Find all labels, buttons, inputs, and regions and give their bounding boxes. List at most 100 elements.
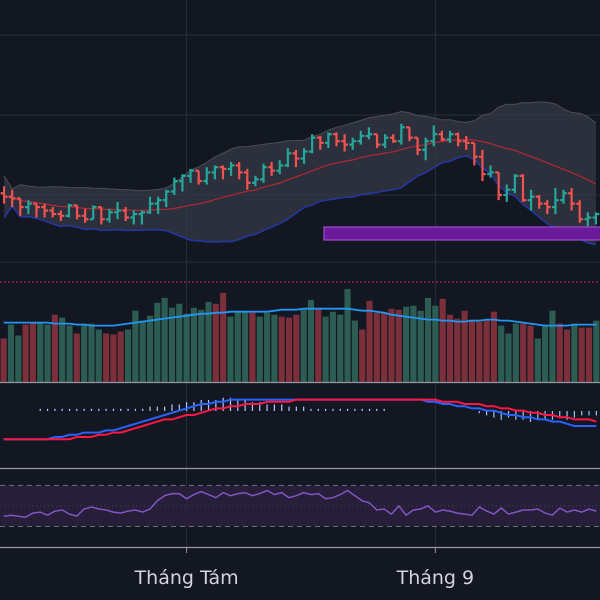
volume-bar xyxy=(373,312,380,382)
ohlc-bar xyxy=(316,135,324,150)
volume-bar xyxy=(271,314,278,382)
ohlc-bar xyxy=(487,165,494,178)
volume-bar xyxy=(395,309,402,382)
volume-bar xyxy=(190,307,197,382)
volume-bar xyxy=(527,325,534,382)
macd-histogram-bar xyxy=(383,408,385,411)
volume-bar xyxy=(66,325,73,382)
ohlc-bar xyxy=(543,200,551,215)
macd-histogram-bar xyxy=(120,408,122,411)
volume-bar xyxy=(146,315,154,382)
macd-histogram-bar xyxy=(164,406,166,411)
volume-bar xyxy=(512,323,519,382)
time-axis[interactable]: Tháng Tám Tháng 9 xyxy=(134,547,475,589)
volume-bar xyxy=(132,310,139,382)
ohlc-bar xyxy=(365,127,373,140)
volume-bar xyxy=(220,292,227,382)
macd-histogram-bar xyxy=(288,406,290,411)
macd-histogram-bar xyxy=(346,408,349,411)
macd-histogram-bar xyxy=(61,408,63,411)
macd-histogram-bar xyxy=(332,408,334,411)
ohlc-bar xyxy=(138,210,146,225)
ohlc-bar xyxy=(154,196,162,215)
ohlc-bar xyxy=(535,194,543,209)
rsi-line xyxy=(3,489,597,518)
macd-histogram-bar xyxy=(98,408,100,411)
volume-bar xyxy=(227,316,234,382)
volume-bar xyxy=(542,324,549,382)
ohlc-bar xyxy=(252,175,259,187)
volume-bar xyxy=(359,329,366,382)
ohlc-bar xyxy=(503,184,511,202)
volume-bar xyxy=(403,306,410,382)
volume-bar xyxy=(388,308,395,382)
ohlc-bar xyxy=(446,130,454,143)
ohlc-bar xyxy=(179,174,186,192)
ohlc-bar xyxy=(341,134,348,152)
ohlc-bar xyxy=(227,161,235,176)
volume-bar xyxy=(161,297,168,382)
ohlc-bar xyxy=(49,207,57,218)
macd-histogram-bar xyxy=(581,411,583,416)
volume-bar xyxy=(417,310,424,382)
macd-histogram-bar xyxy=(244,400,246,411)
volume-bar xyxy=(556,323,563,382)
macd-pane[interactable] xyxy=(3,397,597,441)
macd-histogram-bar xyxy=(105,408,107,411)
volume-bar xyxy=(571,323,578,382)
macd-histogram-bar xyxy=(207,400,210,411)
volume-bar xyxy=(337,314,344,382)
ohlc-bar xyxy=(349,137,357,150)
ohlc-bar xyxy=(73,204,81,220)
time-axis-label: Tháng 9 xyxy=(396,567,475,589)
volume-bar xyxy=(322,316,329,382)
ohlc-bar xyxy=(511,174,519,194)
ohlc-bar xyxy=(381,134,389,149)
volume-bar xyxy=(432,305,439,382)
volume-bar xyxy=(176,303,183,382)
macd-histogram-bar xyxy=(310,408,312,411)
ohlc-bar xyxy=(219,165,227,180)
price-pane[interactable] xyxy=(0,101,600,246)
volume-bar xyxy=(139,320,146,382)
time-axis-label: Tháng Tám xyxy=(134,567,239,589)
volume-bar xyxy=(351,320,358,382)
volume-bar xyxy=(585,327,593,382)
macd-histogram-bar xyxy=(273,404,275,411)
volume-bar xyxy=(446,314,454,382)
volume-bar xyxy=(154,302,161,382)
ohlc-bar xyxy=(430,125,438,147)
macd-histogram-bar xyxy=(134,408,136,411)
macd-histogram-bar xyxy=(90,408,93,411)
volume-bar xyxy=(44,324,51,382)
ohlc-bar xyxy=(495,171,503,201)
volume-bar xyxy=(183,313,190,382)
volume-bar xyxy=(461,310,468,382)
ohlc-bar xyxy=(260,163,267,183)
highlight-range-box[interactable] xyxy=(323,226,600,241)
ohlc-bar xyxy=(162,189,170,208)
ohlc-bar xyxy=(130,210,138,225)
volume-bar xyxy=(483,319,490,382)
volume-pane[interactable] xyxy=(0,288,600,382)
volume-bar xyxy=(22,324,29,382)
ohlc-bar xyxy=(592,212,600,225)
macd-histogram-bar xyxy=(478,411,480,414)
volume-bars xyxy=(0,288,600,382)
ohlc-bar xyxy=(308,134,316,154)
volume-bar xyxy=(534,338,541,382)
macd-histogram-bar xyxy=(588,411,590,416)
rsi-pane[interactable] xyxy=(0,484,600,527)
ohlc-bar xyxy=(406,126,413,142)
macd-signal-line xyxy=(3,398,597,441)
macd-histogram-bar xyxy=(368,408,371,411)
volume-bar xyxy=(498,325,505,382)
ohlc-bar xyxy=(333,132,340,147)
macd-histogram-bar xyxy=(259,402,261,411)
volume-bar xyxy=(454,318,461,382)
ohlc-bar xyxy=(324,132,332,149)
macd-histogram-bar xyxy=(317,408,319,411)
ohlc-bar xyxy=(33,202,40,218)
